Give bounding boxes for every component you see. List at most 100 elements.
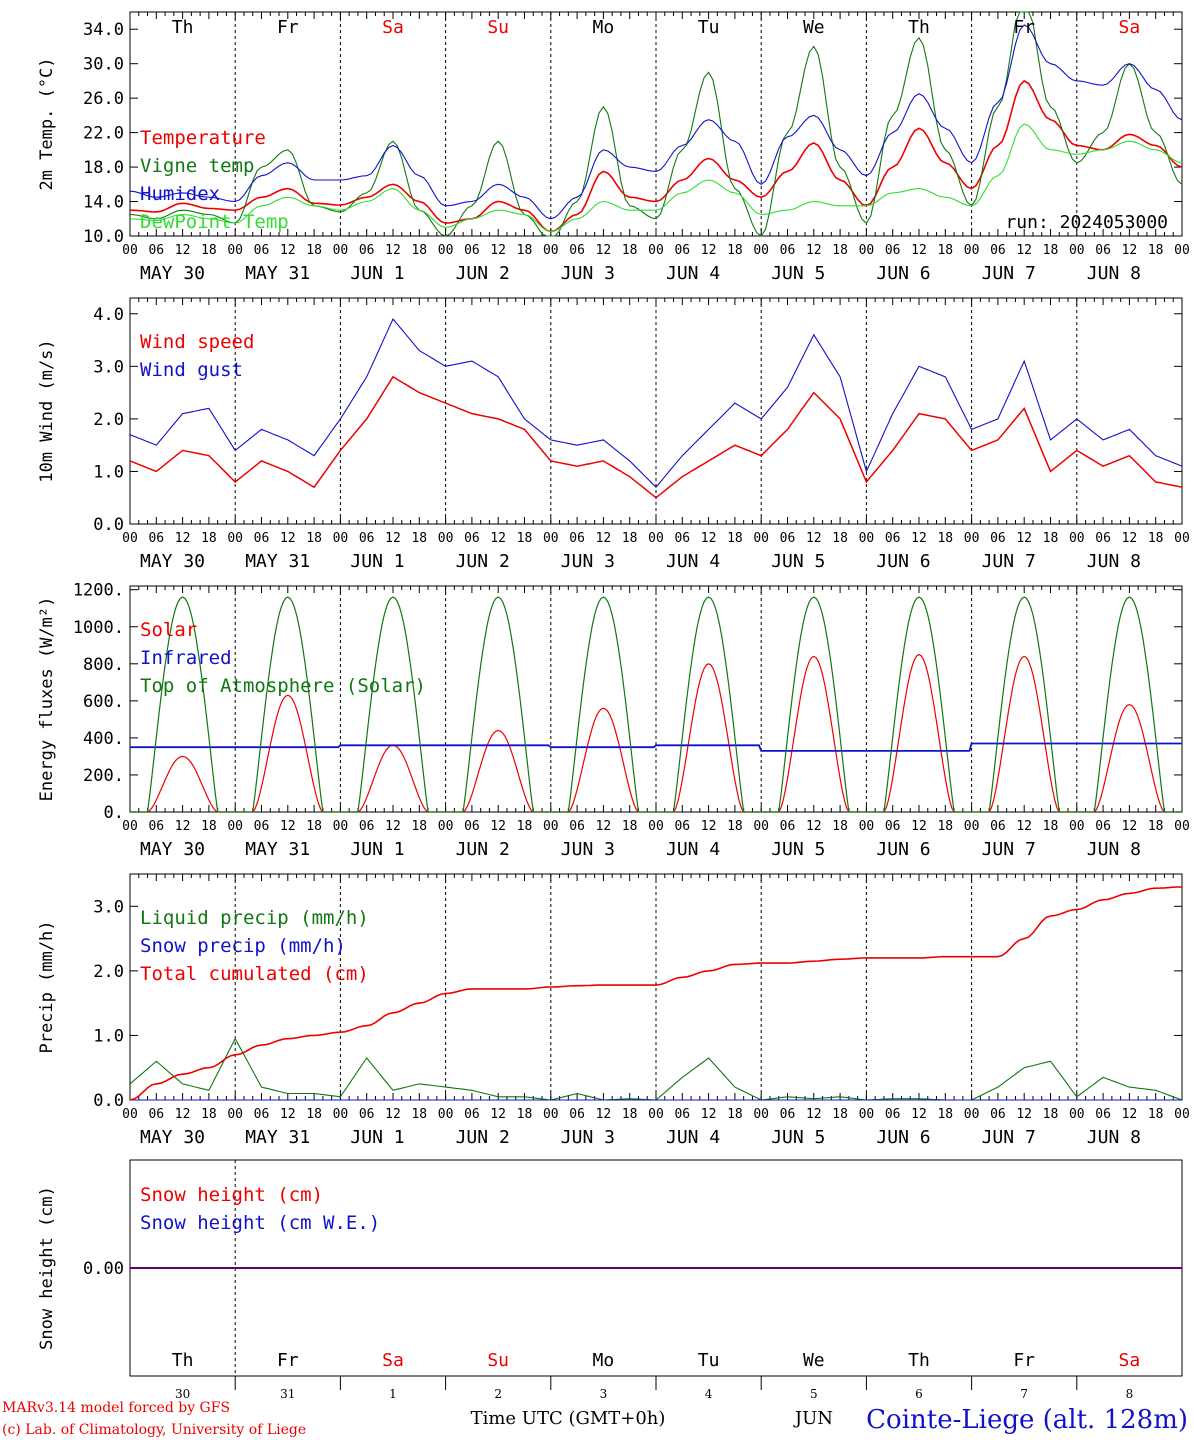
- hour-label: 12: [1016, 1107, 1032, 1122]
- hour-label: 06: [780, 531, 796, 546]
- y-tick-label: 1200.: [73, 581, 124, 601]
- legend-entry: Infrared: [140, 647, 232, 669]
- hour-label: 00: [543, 1107, 559, 1122]
- hour-label: 06: [1095, 243, 1111, 258]
- hour-label: 06: [148, 1107, 164, 1122]
- y-axis-label: Energy fluxes (W/m²): [37, 597, 57, 802]
- y-tick-label: 1.0: [93, 462, 124, 482]
- hour-label: 00: [438, 531, 454, 546]
- date-label: JUN 7: [982, 263, 1036, 284]
- legend-entry: Snow height (cm): [140, 1184, 323, 1206]
- hour-label: 12: [280, 243, 296, 258]
- date-label: JUN 5: [771, 551, 825, 572]
- hour-label: 00: [964, 819, 980, 834]
- hour-label: 18: [622, 1107, 638, 1122]
- hour-label: 12: [1122, 531, 1138, 546]
- day-label: Mo: [593, 1350, 615, 1371]
- y-tick-label: 3.0: [93, 357, 124, 377]
- hour-label: 12: [911, 243, 927, 258]
- hour-label: 06: [1095, 1107, 1111, 1122]
- y-tick-label: 14.0: [83, 193, 124, 213]
- hour-label: 12: [911, 1107, 927, 1122]
- date-label: MAY 31: [245, 839, 310, 860]
- hour-label: 00: [438, 1107, 454, 1122]
- day-label: Th: [908, 1350, 930, 1371]
- hour-label: 06: [359, 1107, 375, 1122]
- hour-label: 06: [990, 243, 1006, 258]
- day-label: Sa: [382, 1350, 404, 1371]
- y-tick-label: 22.0: [83, 124, 124, 144]
- hour-label: 12: [1122, 819, 1138, 834]
- date-label: JUN 1: [350, 263, 404, 284]
- y-tick-label: 2.0: [93, 962, 124, 982]
- date-label: MAY 31: [245, 551, 310, 572]
- hour-label: 06: [464, 819, 480, 834]
- legend-entry: Vigne temp: [140, 155, 254, 177]
- date-label: MAY 30: [140, 263, 205, 284]
- hour-label: 06: [990, 1107, 1006, 1122]
- time-axis-label: Time UTC (GMT+0h): [471, 1408, 666, 1429]
- date-label: JUN 3: [561, 263, 615, 284]
- date-label: MAY 31: [245, 1127, 310, 1148]
- hour-label: 18: [622, 531, 638, 546]
- hour-label: 18: [622, 819, 638, 834]
- hour-label: 18: [832, 531, 848, 546]
- hour-label: 12: [1122, 1107, 1138, 1122]
- hour-label: 06: [148, 819, 164, 834]
- hour-label: 18: [937, 819, 953, 834]
- hour-label: 18: [937, 531, 953, 546]
- hour-label: 18: [517, 243, 533, 258]
- hour-label: 18: [306, 819, 322, 834]
- hour-label: 18: [832, 1107, 848, 1122]
- hour-label: 12: [1016, 819, 1032, 834]
- day-label: Tu: [698, 17, 720, 38]
- date-label: JUN 5: [771, 839, 825, 860]
- hour-label: 00: [122, 243, 138, 258]
- hour-label: 12: [490, 531, 506, 546]
- hour-label: 00: [333, 243, 349, 258]
- day-label: Sa: [1119, 1350, 1141, 1371]
- hour-label: 00: [122, 531, 138, 546]
- date-label: JUN 2: [456, 551, 510, 572]
- y-axis-label: 2m Temp. (°C): [37, 57, 57, 190]
- hour-label: 18: [622, 243, 638, 258]
- y-tick-label: 2.0: [93, 410, 124, 430]
- day-number: 3: [600, 1387, 608, 1401]
- hour-label: 12: [701, 819, 717, 834]
- legend-entry: Solar: [140, 619, 197, 641]
- hour-label: 18: [411, 819, 427, 834]
- day-label: Su: [487, 17, 509, 38]
- hour-label: 06: [885, 819, 901, 834]
- y-tick-label: 0.0: [93, 1091, 124, 1111]
- y-tick-label: 10.0: [83, 227, 124, 247]
- y-tick-label: 600.: [83, 692, 124, 712]
- hour-label: 06: [674, 819, 690, 834]
- date-label: JUN 4: [666, 263, 720, 284]
- hour-label: 12: [806, 243, 822, 258]
- legend-entry: Temperature: [140, 127, 266, 149]
- day-label: Th: [172, 17, 194, 38]
- hour-label: 06: [674, 531, 690, 546]
- hour-label: 18: [1043, 1107, 1059, 1122]
- hour-label: 06: [1095, 531, 1111, 546]
- hour-label: 00: [122, 819, 138, 834]
- legend-entry: Wind gust: [140, 359, 243, 381]
- hour-label: 00: [333, 531, 349, 546]
- hour-label: 00: [648, 1107, 664, 1122]
- hour-label: 06: [885, 1107, 901, 1122]
- hour-label: 18: [1043, 243, 1059, 258]
- hour-label: 06: [359, 819, 375, 834]
- hour-label: 18: [1043, 819, 1059, 834]
- hour-label: 18: [201, 243, 217, 258]
- hour-label: 00: [859, 819, 875, 834]
- date-label: JUN 4: [666, 1127, 720, 1148]
- day-label: Fr: [1013, 17, 1035, 38]
- hour-label: 00: [859, 243, 875, 258]
- hour-label: 06: [254, 243, 270, 258]
- hour-label: 12: [385, 1107, 401, 1122]
- hour-label: 18: [832, 243, 848, 258]
- hour-label: 06: [464, 531, 480, 546]
- y-axis-label: Snow height (cm): [37, 1186, 57, 1350]
- hour-label: 00: [753, 243, 769, 258]
